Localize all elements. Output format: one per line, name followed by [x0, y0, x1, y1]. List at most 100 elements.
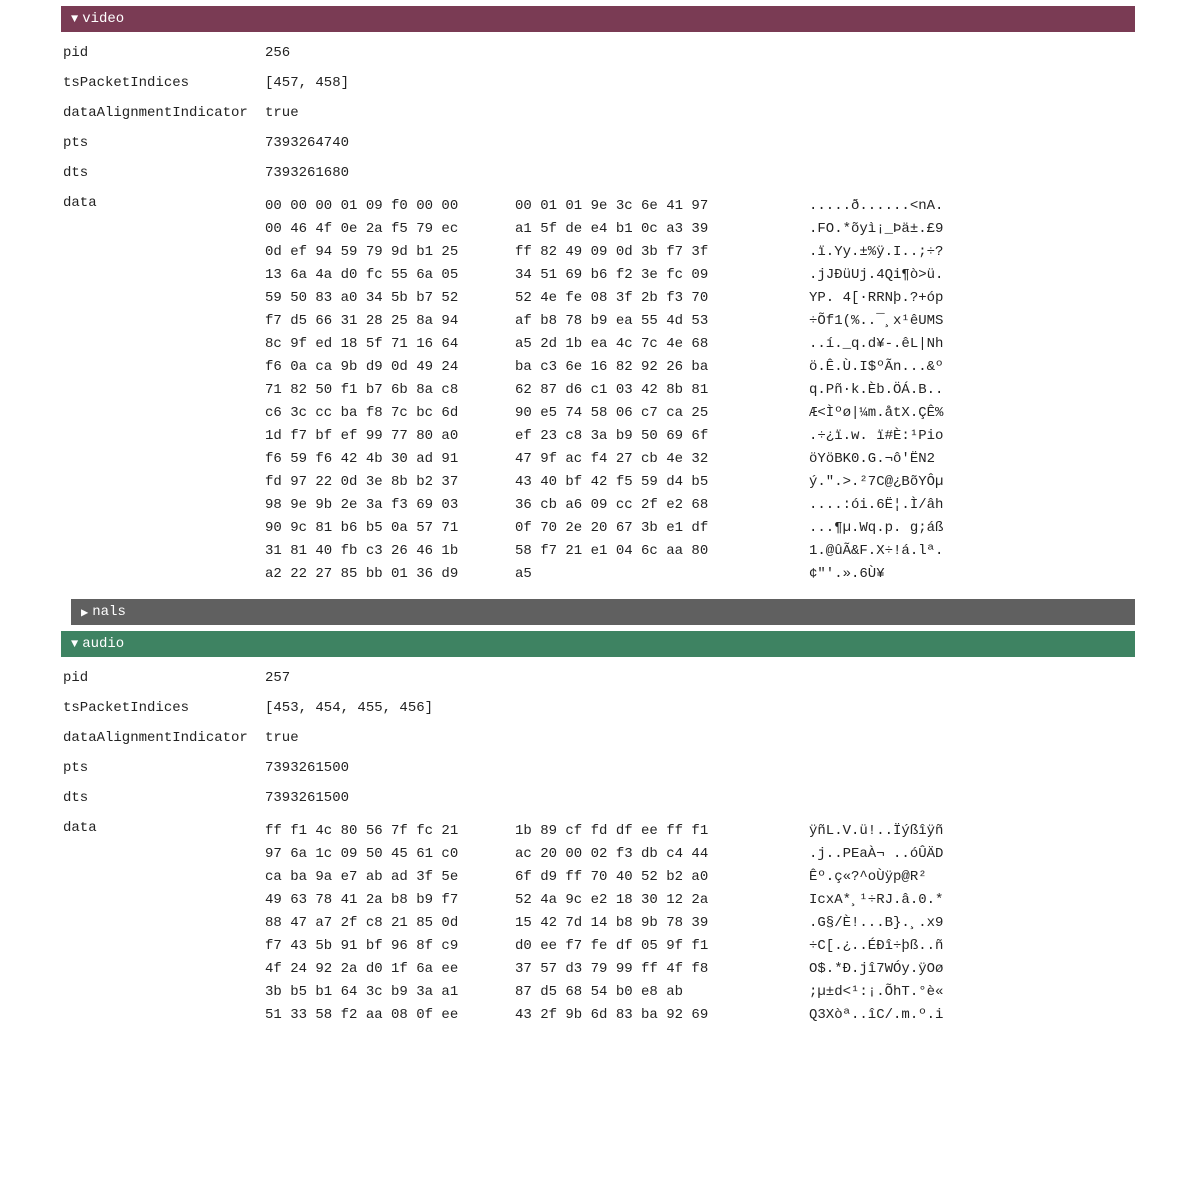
hex-spacer [499, 333, 515, 356]
hex-spacer [499, 310, 515, 333]
field-row: tsPacketIndices [457, 458] [61, 68, 1135, 98]
field-row: tsPacketIndices [453, 454, 455, 456] [61, 693, 1135, 723]
hex-line: a2 22 27 85 bb 01 36 d9 a5¢"'.».6Ù¥ [265, 563, 943, 586]
hex-spacer [499, 287, 515, 310]
field-val-pid: 257 [265, 670, 1135, 686]
hex-bytes-left: f6 59 f6 42 4b 30 ad 91 [265, 448, 499, 471]
field-val-pts: 7393261500 [265, 760, 1135, 776]
hex-gap [749, 843, 809, 866]
hex-line: 00 00 00 01 09 f0 00 00 00 01 01 9e 3c 6… [265, 195, 943, 218]
hex-gap [749, 958, 809, 981]
hex-bytes-right: ac 20 00 02 f3 db c4 44 [515, 843, 749, 866]
hex-gap [749, 471, 809, 494]
hex-spacer [499, 471, 515, 494]
hex-bytes-right: a5 2d 1b ea 4c 7c 4e 68 [515, 333, 749, 356]
hex-bytes-left: ca ba 9a e7 ab ad 3f 5e [265, 866, 499, 889]
hex-bytes-left: 13 6a 4a d0 fc 55 6a 05 [265, 264, 499, 287]
hex-bytes-left: 97 6a 1c 09 50 45 61 c0 [265, 843, 499, 866]
hex-ascii: ....:ói.6Ë¦.Ì/âh [809, 494, 943, 517]
hex-gap [749, 866, 809, 889]
hex-ascii: .jJÐüUj.4Qi¶ò>ü. [809, 264, 943, 287]
hex-bytes-left: 49 63 78 41 2a b8 b9 f7 [265, 889, 499, 912]
hex-spacer [499, 866, 515, 889]
field-row: pts 7393261500 [61, 753, 1135, 783]
field-key-tspacketindices: tsPacketIndices [61, 700, 265, 716]
hex-ascii: .j..PEaÀ¬ ..óÛÄD [809, 843, 943, 866]
hex-bytes-left: 31 81 40 fb c3 26 46 1b [265, 540, 499, 563]
hex-line: fd 97 22 0d 3e 8b b2 37 43 40 bf 42 f5 5… [265, 471, 943, 494]
hex-gap [749, 540, 809, 563]
hex-spacer [499, 218, 515, 241]
hex-bytes-right: 47 9f ac f4 27 cb 4e 32 [515, 448, 749, 471]
hex-ascii: 1.@ûÃ&F.X÷!á.lª. [809, 540, 943, 563]
hex-bytes-right: 36 cb a6 09 cc 2f e2 68 [515, 494, 749, 517]
hex-bytes-left: 88 47 a7 2f c8 21 85 0d [265, 912, 499, 935]
hex-bytes-left: 3b b5 b1 64 3c b9 3a a1 [265, 981, 499, 1004]
video-section-header[interactable]: ▼ video [61, 6, 1135, 32]
hex-bytes-right: 1b 89 cf fd df ee ff f1 [515, 820, 749, 843]
hex-ascii: ý.".>.²7C@¿BõYÔµ [809, 471, 943, 494]
hex-bytes-left: 8c 9f ed 18 5f 71 16 64 [265, 333, 499, 356]
hex-spacer [499, 448, 515, 471]
hex-spacer [499, 958, 515, 981]
nals-section-label: nals [92, 604, 126, 620]
hex-line: 71 82 50 f1 b7 6b 8a c8 62 87 d6 c1 03 4… [265, 379, 943, 402]
hex-ascii: ÷Õf1(%..¯¸x¹êUMS [809, 310, 943, 333]
hex-bytes-left: 4f 24 92 2a d0 1f 6a ee [265, 958, 499, 981]
hex-bytes-left: a2 22 27 85 bb 01 36 d9 [265, 563, 499, 586]
hex-line: 1d f7 bf ef 99 77 80 a0 ef 23 c8 3a b9 5… [265, 425, 943, 448]
hex-bytes-right: 52 4e fe 08 3f 2b f3 70 [515, 287, 749, 310]
hex-gap [749, 195, 809, 218]
field-key-pts: pts [61, 135, 265, 151]
hex-line: 90 9c 81 b6 b5 0a 57 71 0f 70 2e 20 67 3… [265, 517, 943, 540]
hex-line: 49 63 78 41 2a b8 b9 f7 52 4a 9c e2 18 3… [265, 889, 943, 912]
hex-bytes-right: 52 4a 9c e2 18 30 12 2a [515, 889, 749, 912]
hex-bytes-left: 98 9e 9b 2e 3a f3 69 03 [265, 494, 499, 517]
field-val-dataalignmentindicator: true [265, 730, 1135, 746]
hex-spacer [499, 889, 515, 912]
chevron-down-icon: ▼ [71, 12, 78, 26]
hex-ascii: ..í._q.d¥-.êL|Nh [809, 333, 943, 356]
hex-spacer [499, 517, 515, 540]
hex-ascii: .FO.*õyì¡_Þä±.£9 [809, 218, 943, 241]
hex-spacer [499, 402, 515, 425]
hex-bytes-right: 43 40 bf 42 f5 59 d4 b5 [515, 471, 749, 494]
audio-section-header[interactable]: ▼ audio [61, 631, 1135, 657]
hex-line: 51 33 58 f2 aa 08 0f ee 43 2f 9b 6d 83 b… [265, 1004, 943, 1027]
field-row: dts 7393261500 [61, 783, 1135, 813]
hex-bytes-right: 62 87 d6 c1 03 42 8b 81 [515, 379, 749, 402]
field-row: data 00 00 00 01 09 f0 00 00 00 01 01 9e… [61, 188, 1135, 593]
hex-bytes-left: ff f1 4c 80 56 7f fc 21 [265, 820, 499, 843]
hex-bytes-left: fd 97 22 0d 3e 8b b2 37 [265, 471, 499, 494]
hex-spacer [499, 563, 515, 586]
hex-line: f7 d5 66 31 28 25 8a 94 af b8 78 b9 ea 5… [265, 310, 943, 333]
hex-line: 8c 9f ed 18 5f 71 16 64 a5 2d 1b ea 4c 7… [265, 333, 943, 356]
hex-bytes-right: 6f d9 ff 70 40 52 b2 a0 [515, 866, 749, 889]
nals-section-header[interactable]: ▶ nals [71, 599, 1135, 625]
hex-line: 97 6a 1c 09 50 45 61 c0 ac 20 00 02 f3 d… [265, 843, 943, 866]
field-row: pid 257 [61, 663, 1135, 693]
hex-bytes-right: 0f 70 2e 20 67 3b e1 df [515, 517, 749, 540]
hex-spacer [499, 843, 515, 866]
hex-gap [749, 563, 809, 586]
hex-ascii: YP. 4[·RRNþ.?+óp [809, 287, 943, 310]
hex-bytes-right: d0 ee f7 fe df 05 9f f1 [515, 935, 749, 958]
field-row: dts 7393261680 [61, 158, 1135, 188]
field-key-data: data [61, 195, 265, 211]
hex-line: 4f 24 92 2a d0 1f 6a ee 37 57 d3 79 99 f… [265, 958, 943, 981]
field-key-data: data [61, 820, 265, 836]
hex-ascii: öYöBK0­.G.¬ô'ËN2 [809, 448, 935, 471]
hex-ascii: Æ<Ìºø|¼m.åtX.ÇÊ% [809, 402, 943, 425]
hex-ascii: ÷C[.¿..ÉÐî÷þß..ñ [809, 935, 943, 958]
hex-ascii: ÿñL.V.ü!..Ïýßîÿñ [809, 820, 943, 843]
hex-ascii: ö.Ê.Ù.I$ºÃn...&º [809, 356, 943, 379]
hex-line: f7 43 5b 91 bf 96 8f c9 d0 ee f7 fe df 0… [265, 935, 943, 958]
field-row: pts 7393264740 [61, 128, 1135, 158]
hex-bytes-right: 58 f7 21 e1 04 6c aa 80 [515, 540, 749, 563]
hex-bytes-right: ba c3 6e 16 82 92 26 ba [515, 356, 749, 379]
hex-bytes-right: ef 23 c8 3a b9 50 69 6f [515, 425, 749, 448]
field-key-pid: pid [61, 670, 265, 686]
hex-bytes-left: f6 0a ca 9b d9 0d 49 24 [265, 356, 499, 379]
hex-bytes-right: 15 42 7d 14 b8 9b 78 39 [515, 912, 749, 935]
hex-bytes-right: a1 5f de e4 b1 0c a3 39 [515, 218, 749, 241]
